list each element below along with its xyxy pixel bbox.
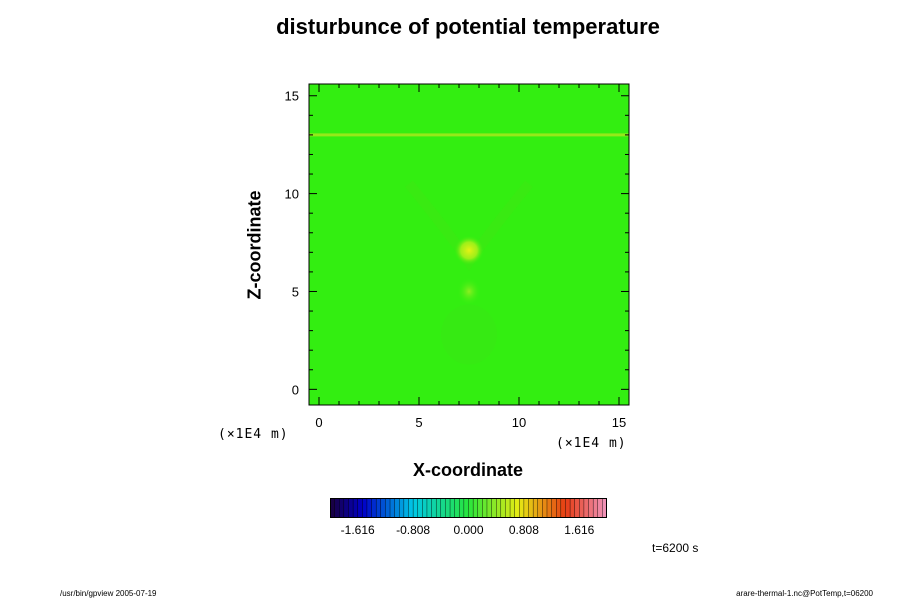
- colorbar-swatch: [375, 497, 382, 519]
- colorbar-frame: [330, 498, 607, 518]
- colorbar-tick-label: 0.000: [453, 523, 484, 537]
- colorbar-swatch: [352, 497, 359, 519]
- colorbar-swatch: [431, 497, 437, 519]
- field-secondary-anomaly: [457, 277, 481, 306]
- colorbar-tick-label: -0.808: [396, 523, 431, 537]
- colorbar-swatch: [482, 497, 488, 519]
- colorbar-swatch: [389, 497, 396, 519]
- colorbar-swatch: [366, 497, 373, 519]
- colorbar-swatch: [468, 497, 474, 519]
- colorbar-swatch: [334, 497, 340, 519]
- colorbar-swatch: [435, 497, 442, 519]
- colorbar-swatch: [505, 497, 511, 519]
- colorbar-swatch: [528, 497, 534, 519]
- colorbar-swatch: [339, 497, 345, 519]
- colorbar-swatch: [556, 497, 562, 519]
- colorbar-swatch: [500, 497, 506, 519]
- colorbar-swatch: [495, 497, 502, 519]
- colorbar-swatch: [519, 497, 525, 519]
- colorbar-swatch: [597, 497, 603, 519]
- colorbar-swatch: [454, 497, 460, 519]
- colorbar-swatch: [343, 497, 349, 519]
- colorbar-swatch: [477, 497, 483, 519]
- field-lower-structure: [441, 304, 497, 365]
- colorbar-swatch: [357, 497, 363, 519]
- colorbar-swatch: [514, 497, 520, 519]
- colorbar-swatch: [362, 497, 368, 519]
- colorbar: [329, 497, 608, 519]
- field-layer-line: [309, 133, 629, 137]
- colorbar-swatch: [491, 497, 497, 519]
- chart-title: disturbunce of potential temperature: [276, 14, 660, 39]
- colorbar-swatch: [380, 497, 386, 519]
- colorbar-swatch: [445, 497, 451, 519]
- colorbar-swatch: [537, 497, 543, 519]
- colorbar-swatch: [542, 497, 548, 519]
- colorbar-swatch: [569, 497, 576, 519]
- colorbar-swatches: [329, 497, 608, 519]
- colorbar-swatch: [583, 497, 590, 519]
- colorbar-tick-label: 0.808: [508, 523, 539, 537]
- colorbar-swatch: [574, 497, 580, 519]
- colorbar-swatch: [399, 497, 405, 519]
- colorbar-swatch: [371, 497, 377, 519]
- colorbar-swatch: [463, 497, 469, 519]
- colorbar-swatch: [449, 497, 456, 519]
- y-tick-label: 5: [292, 284, 299, 299]
- colorbar-swatch: [523, 497, 530, 519]
- colorbar-swatch: [592, 497, 599, 519]
- y-tick-label: 15: [285, 89, 299, 104]
- colorbar-swatch: [472, 497, 479, 519]
- colorbar-swatch: [546, 497, 553, 519]
- y-tick-label: 10: [285, 187, 299, 202]
- colorbar-swatch: [403, 497, 409, 519]
- colorbar-swatch: [579, 497, 585, 519]
- colorbar-swatch: [509, 497, 516, 519]
- colorbar-swatch: [560, 497, 566, 519]
- field-warm-anomaly: [454, 235, 484, 266]
- colorbar-swatch: [588, 497, 594, 519]
- x-tick-label: 15: [612, 415, 626, 430]
- plot-frame: [308, 83, 630, 406]
- colorbar-swatch: [348, 497, 354, 519]
- x-tick-label: 5: [415, 415, 422, 430]
- colorbar-swatch: [486, 497, 493, 519]
- footer-right: arare-thermal-1.nc@PotTemp,t=06200: [736, 589, 873, 598]
- time-label: t=6200 s: [652, 541, 699, 555]
- x-axis-label: X-coordinate: [412, 460, 524, 480]
- colorbar-swatch: [394, 497, 400, 519]
- x-tick-label: 10: [512, 415, 526, 430]
- colorbar-swatch: [422, 497, 428, 519]
- y-axis-label: Z-coordinate: [244, 190, 265, 300]
- colorbar-tick-label: -1.616: [340, 523, 375, 537]
- x-tick-label: 0: [315, 415, 322, 430]
- colorbar-swatch: [532, 497, 539, 519]
- colorbar-swatch: [412, 497, 419, 519]
- colorbar-swatch: [408, 497, 414, 519]
- footer-left: /usr/bin/gpview 2005-07-19: [60, 589, 157, 598]
- colorbar-swatch: [551, 497, 557, 519]
- x-scale-note: (×1E4 m): [556, 436, 627, 451]
- colorbar-swatch: [440, 497, 446, 519]
- colorbar-swatch: [565, 497, 571, 519]
- y-scale-note: (×1E4 m): [218, 427, 289, 442]
- y-tick-label: 0: [292, 382, 299, 397]
- colorbar-swatch: [459, 497, 465, 519]
- colorbar-swatch: [417, 497, 423, 519]
- colorbar-tick-label: 1.616: [564, 523, 595, 537]
- colorbar-swatch: [385, 497, 391, 519]
- colorbar-swatch: [426, 497, 433, 519]
